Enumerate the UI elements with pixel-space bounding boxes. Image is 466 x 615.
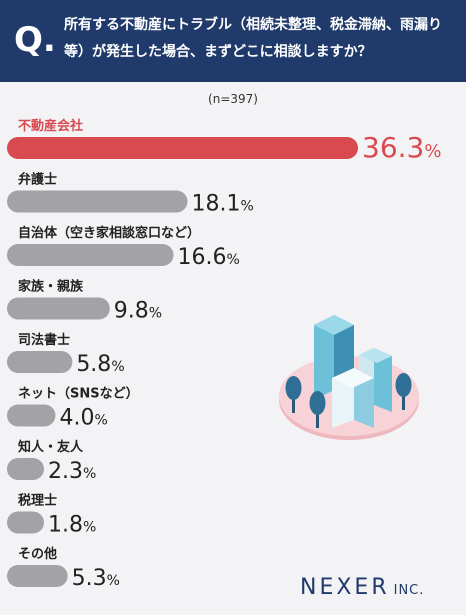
bar	[7, 351, 73, 373]
category-label: 家族・親族	[18, 279, 84, 295]
value-label: 9.8%	[114, 299, 162, 324]
logo-suffix: INC.	[393, 583, 425, 598]
sample-size: (n=397)	[208, 92, 258, 106]
value-label: 5.8%	[76, 352, 124, 377]
category-label: 税理士	[18, 493, 57, 509]
nexer-logo: NEXER INC.	[300, 575, 424, 600]
value-label: 5.3%	[72, 566, 120, 591]
category-label: 弁護士	[18, 172, 57, 188]
bar	[7, 511, 44, 534]
bar	[7, 297, 110, 320]
value-label: 1.8%	[48, 513, 96, 538]
category-label: その他	[18, 546, 57, 562]
bar	[7, 404, 56, 427]
value-label: 4.0%	[59, 406, 107, 431]
buildings-illustration	[279, 315, 419, 440]
category-label: 自治体（空き家相談窓口など）	[18, 225, 200, 241]
question-mark: Q.	[14, 20, 56, 60]
value-label: 16.6%	[177, 245, 239, 270]
bar	[7, 190, 188, 213]
logo-name: NEXER	[300, 575, 390, 600]
value-label: 36.3%	[362, 131, 441, 164]
category-label: 司法書士	[18, 332, 70, 348]
category-label: 不動産会社	[18, 118, 83, 134]
bar	[7, 458, 44, 480]
bar	[7, 137, 358, 159]
question-header: Q. 所有する不動産にトラブル（相続未整理、税金滞納、雨漏り等）が発生した場合、…	[0, 0, 466, 82]
bar	[7, 565, 68, 587]
bar	[7, 244, 174, 266]
category-label: 知人・友人	[18, 439, 84, 455]
category-label: ネット（SNSなど）	[18, 386, 139, 402]
value-label: 2.3%	[48, 459, 96, 484]
question-text: 所有する不動産にトラブル（相続未整理、税金滞納、雨漏り等）が発生した場合、まずど…	[64, 17, 442, 60]
value-label: 18.1%	[192, 192, 254, 217]
